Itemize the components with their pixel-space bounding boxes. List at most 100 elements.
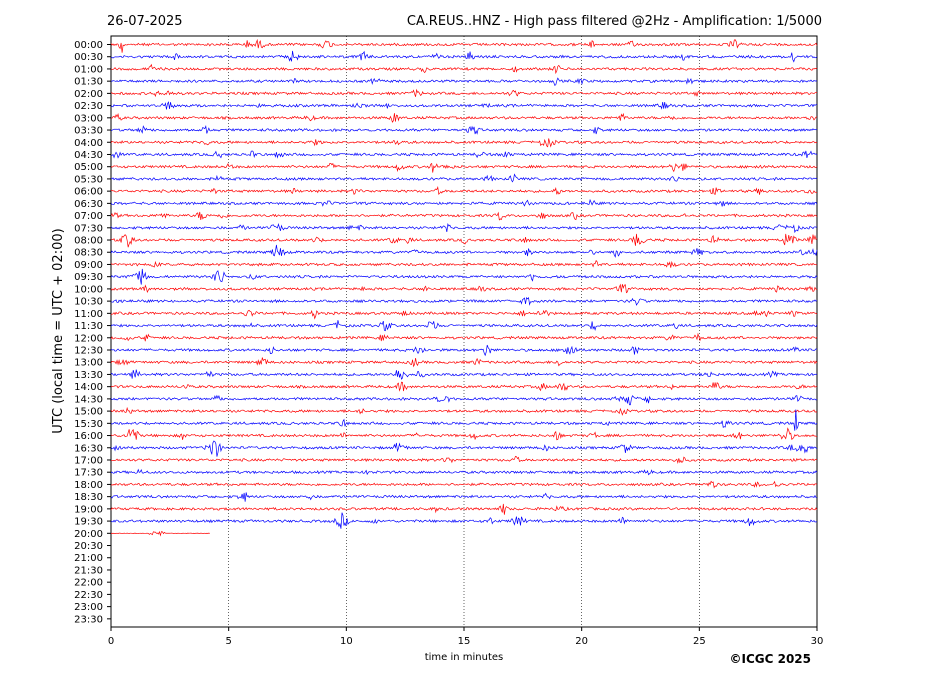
row-label: 14:00 (74, 382, 103, 393)
row-label: 11:00 (74, 309, 103, 320)
trace-line (110, 150, 818, 159)
row-label: 07:00 (74, 211, 103, 222)
x-tick-label: 10 (340, 636, 353, 647)
chart-date: 26-07-2025 (107, 14, 183, 29)
trace-line (110, 77, 818, 86)
x-tick-label: 20 (575, 636, 588, 647)
row-label: 21:30 (74, 565, 103, 576)
trace-line (110, 211, 818, 221)
row-label: 10:30 (74, 297, 103, 308)
trace-line (110, 406, 818, 416)
row-label: 06:00 (74, 187, 103, 198)
trace-line (110, 492, 818, 502)
x-tick-label: 25 (693, 636, 706, 647)
trace-line (110, 173, 818, 183)
row-label: 20:00 (74, 529, 103, 540)
row-label: 13:00 (74, 358, 103, 369)
row-label: 00:00 (74, 40, 103, 51)
trace-line (110, 124, 818, 135)
y-axis-label: UTC (local time = UTC + 02:00) (51, 228, 66, 433)
row-label: 23:00 (74, 602, 103, 613)
traces (110, 38, 818, 537)
trace-line (110, 63, 818, 75)
row-label: 16:00 (74, 431, 103, 442)
x-axis-label: time in minutes (425, 652, 504, 663)
row-label: 08:30 (74, 248, 103, 259)
trace-line (110, 50, 818, 63)
x-tick-label: 15 (458, 636, 471, 647)
copyright-label: ©ICGC 2025 (729, 652, 811, 666)
row-label: 18:00 (74, 480, 103, 491)
row-label: 05:00 (74, 162, 103, 173)
trace-line (110, 309, 818, 320)
row-label: 08:00 (74, 236, 103, 247)
chart-title: CA.REUS..HNZ - High pass filtered @2Hz -… (407, 14, 822, 29)
row-label: 11:30 (74, 321, 103, 332)
plot-frame (110, 35, 818, 628)
trace-line (110, 233, 818, 248)
trace-line (110, 320, 818, 332)
row-label: 21:00 (74, 553, 103, 564)
trace-line (110, 101, 818, 110)
row-label: 04:30 (74, 150, 103, 161)
trace-line (110, 512, 818, 529)
trace-line (110, 357, 818, 368)
row-label: 09:30 (74, 272, 103, 283)
row-label: 17:30 (74, 468, 103, 479)
row-label: 02:00 (74, 89, 103, 100)
row-label: 01:00 (74, 64, 103, 75)
trace-line (110, 409, 818, 431)
row-label: 00:30 (74, 52, 103, 63)
x-axis: 0 5 10 15 20 25 30 (108, 627, 823, 647)
trace-line (110, 503, 818, 515)
row-label: 02:30 (74, 101, 103, 112)
row-label: 06:30 (74, 199, 103, 210)
trace-line (110, 268, 818, 285)
trace-line (110, 480, 818, 489)
trace-line (110, 198, 818, 207)
trace-line (110, 38, 818, 53)
row-label: 07:30 (74, 223, 103, 234)
trace-line (110, 381, 818, 392)
trace-line (110, 259, 818, 268)
trace-line (110, 332, 818, 342)
row-label: 19:30 (74, 517, 103, 528)
trace-line (110, 283, 818, 294)
x-tick-label: 5 (225, 636, 231, 647)
trace-line (110, 186, 818, 195)
row-label: 14:30 (74, 394, 103, 405)
row-label: 12:00 (74, 333, 103, 344)
trace-line (110, 427, 818, 441)
trace-line (111, 530, 210, 537)
row-label: 04:00 (74, 138, 103, 149)
trace-line (110, 455, 818, 464)
x-grid (228, 36, 700, 627)
row-label: 12:30 (74, 346, 103, 357)
trace-line (110, 244, 818, 258)
row-label: 01:30 (74, 77, 103, 88)
trace-line (110, 138, 818, 148)
trace-line (110, 468, 818, 476)
row-label: 03:30 (74, 126, 103, 137)
row-label: 03:00 (74, 113, 103, 124)
row-label: 09:00 (74, 260, 103, 271)
trace-line (110, 297, 818, 306)
trace-line (110, 88, 818, 98)
trace-line (110, 112, 818, 123)
trace-line (110, 344, 818, 357)
row-label: 05:30 (74, 174, 103, 185)
row-label: 22:00 (74, 578, 103, 589)
row-label: 22:30 (74, 590, 103, 601)
row-label: 20:30 (74, 541, 103, 552)
row-label: 13:30 (74, 370, 103, 381)
row-label: 10:00 (74, 284, 103, 295)
trace-line (110, 222, 818, 234)
trace-line (110, 440, 818, 457)
trace-line (110, 394, 818, 406)
row-label: 23:30 (74, 614, 103, 625)
row-label: 19:00 (74, 504, 103, 515)
row-label: 17:00 (74, 455, 103, 466)
trace-line (110, 369, 818, 380)
row-label: 15:30 (74, 419, 103, 430)
